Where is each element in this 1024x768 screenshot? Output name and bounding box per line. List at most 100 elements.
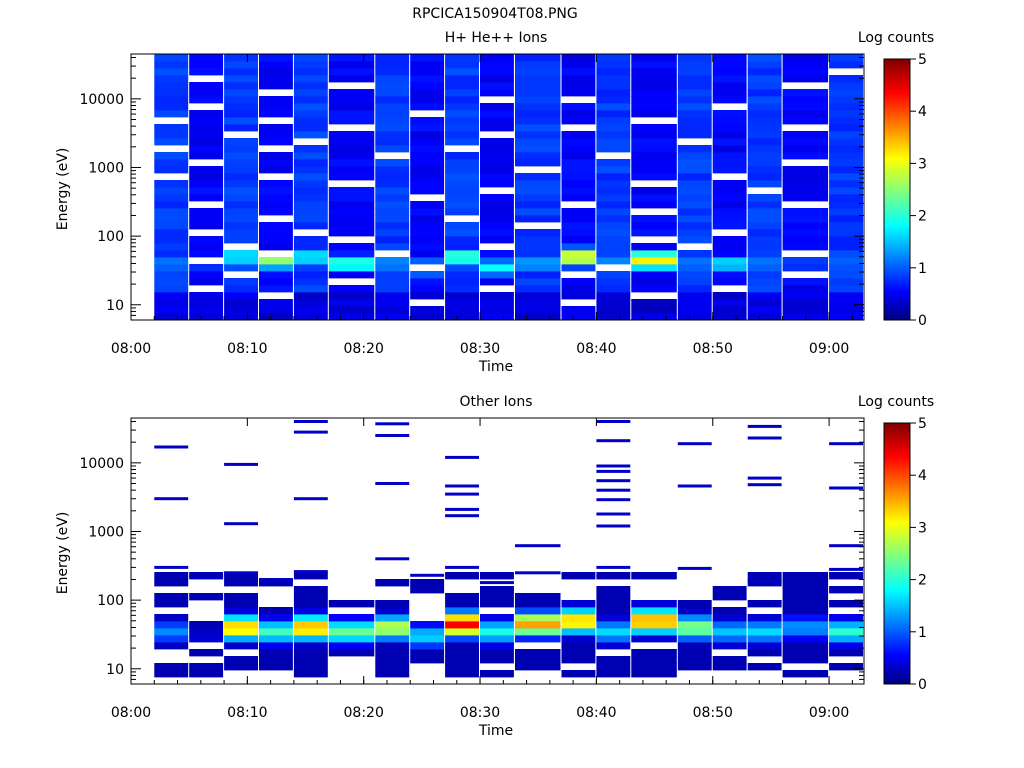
heatmap-cell: [829, 649, 863, 657]
heatmap-cell: [829, 89, 863, 97]
heatmap-cell: [596, 82, 631, 90]
heatmap-cell: [293, 159, 328, 167]
heatmap-cell: [224, 82, 258, 90]
heatmap-cell: [445, 166, 479, 174]
heatmap-cell: [747, 306, 782, 314]
heatmap-cell: [445, 264, 479, 272]
heatmap-cell: [747, 299, 782, 307]
heatmap-cell: [259, 166, 293, 174]
count-line: [596, 498, 631, 502]
heatmap-cell: [782, 299, 829, 307]
heatmap-cell: [375, 103, 410, 111]
heatmap-cell: [189, 649, 224, 657]
heatmap-cell: [328, 642, 375, 650]
heatmap-cell: [410, 117, 445, 125]
heatmap-cell: [829, 201, 863, 209]
heatmap-cell: [375, 607, 410, 615]
heatmap-cell: [480, 103, 514, 111]
heatmap-cell: [515, 54, 561, 62]
count-line: [829, 442, 863, 446]
heatmap-cell: [829, 635, 863, 643]
heatmap-cell: [631, 124, 677, 132]
heatmap-cell: [712, 299, 747, 307]
heatmap-cell: [829, 187, 863, 195]
count-line: [677, 484, 712, 488]
heatmap-cell: [747, 572, 782, 580]
heatmap-cell: [445, 89, 479, 97]
heatmap-cell: [154, 131, 189, 139]
heatmap-cell: [189, 82, 224, 90]
heatmap-cell: [747, 649, 782, 657]
heatmap-cell: [293, 642, 328, 650]
heatmap-cell: [224, 103, 258, 111]
heatmap-cell: [224, 593, 258, 601]
heatmap-cell: [515, 635, 561, 643]
heatmap-cell: [293, 656, 328, 664]
heatmap-cell: [561, 278, 596, 286]
heatmap-cell: [328, 117, 375, 125]
heatmap-cell: [712, 194, 747, 202]
heatmap-cell: [782, 194, 829, 202]
heatmap-cell: [747, 264, 782, 272]
heatmap-cell: [782, 215, 829, 223]
heatmap-cell: [561, 82, 596, 90]
heatmap-cell: [747, 229, 782, 237]
heatmap-cell: [782, 649, 829, 657]
heatmap-cell: [747, 103, 782, 111]
colorbar-tick-label: 3: [918, 520, 927, 536]
heatmap-cell: [375, 663, 410, 671]
heatmap-cell: [375, 82, 410, 90]
heatmap-cell: [328, 89, 375, 97]
heatmap-cell: [328, 166, 375, 174]
heatmap-cell: [747, 628, 782, 636]
panel-h-he-ions: H+ He++ Ions Log counts Energy (eV) Time…: [55, 30, 934, 375]
heatmap-cell: [747, 166, 782, 174]
heatmap-cell: [596, 299, 631, 307]
heatmap-cell: [410, 166, 445, 174]
heatmap-cell: [154, 278, 189, 286]
heatmap-cell: [328, 194, 375, 202]
count-line: [596, 524, 631, 528]
heatmap-cell: [631, 82, 677, 90]
heatmap-cell: [677, 187, 712, 195]
heatmap-cell: [631, 152, 677, 160]
count-line: [410, 573, 445, 577]
heatmap-cell: [829, 264, 863, 272]
heatmap-cell: [224, 285, 258, 293]
y-axis-label: Energy (eV): [55, 148, 71, 231]
heatmap-cell: [480, 313, 514, 321]
x-tick-label: 08:30: [460, 341, 500, 357]
heatmap-cell: [293, 271, 328, 279]
heatmap-cell: [445, 670, 479, 678]
heatmap-cell: [561, 236, 596, 244]
heatmap-cell: [515, 82, 561, 90]
heatmap-cell: [631, 75, 677, 83]
heatmap-cell: [224, 180, 258, 188]
heatmap-cell: [747, 96, 782, 104]
heatmap-cell: [410, 145, 445, 153]
heatmap-cell: [410, 201, 445, 209]
heatmap-cell: [410, 236, 445, 244]
heatmap-cell: [375, 68, 410, 76]
heatmap-cell: [154, 138, 189, 146]
heatmap-cell: [631, 222, 677, 230]
heatmap-cell: [631, 257, 677, 265]
heatmap-cell: [747, 250, 782, 258]
heatmap-cell: [596, 117, 631, 125]
heatmap-cell: [631, 159, 677, 167]
heatmap-cell: [445, 61, 479, 69]
heatmap-cell: [480, 670, 514, 678]
heatmap-cell: [829, 131, 863, 139]
heatmap-cell: [293, 187, 328, 195]
heatmap-cell: [596, 187, 631, 195]
heatmap-cell: [480, 82, 514, 90]
heatmap-cell: [677, 208, 712, 216]
heatmap-cell: [375, 145, 410, 153]
heatmap-cell: [445, 180, 479, 188]
heatmap-cell: [631, 264, 677, 272]
heatmap-cell: [189, 166, 224, 174]
heatmap-cell: [293, 110, 328, 118]
heatmap-cell: [712, 656, 747, 664]
heatmap-cell: [596, 257, 631, 265]
heatmap-cell: [561, 208, 596, 216]
